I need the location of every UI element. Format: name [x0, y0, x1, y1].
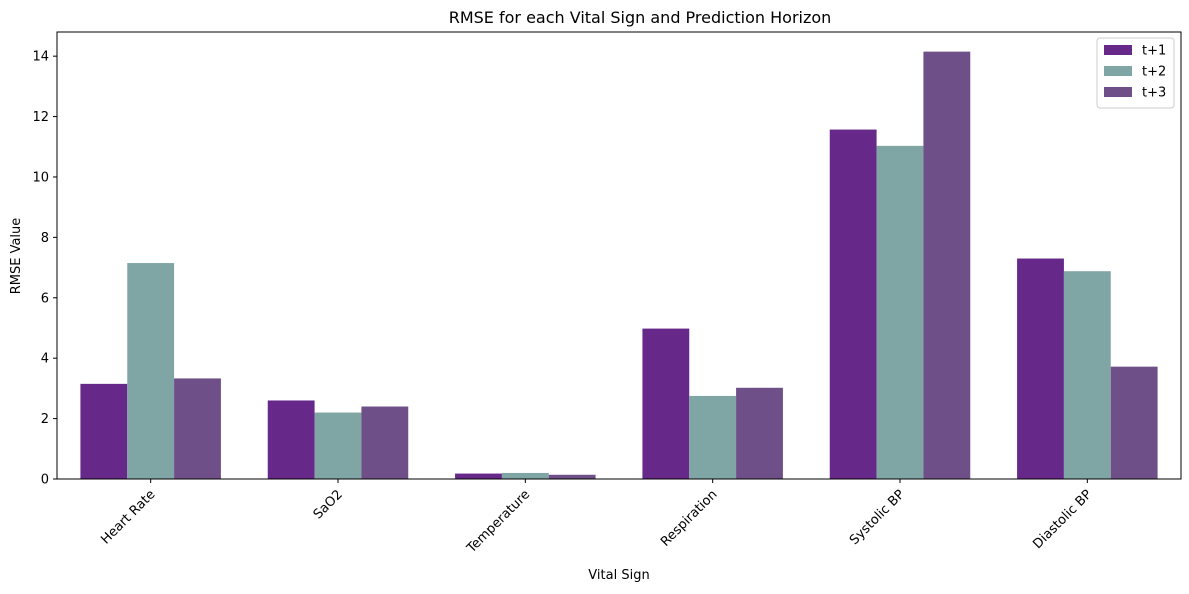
y-tick-label: 12	[32, 110, 49, 125]
x-tick-label: Heart Rate	[98, 487, 158, 547]
bar	[501, 472, 549, 479]
y-tick-label: 0	[41, 473, 49, 488]
y-tick-label: 14	[32, 50, 49, 65]
bar	[267, 400, 315, 479]
legend-label: t+3	[1142, 86, 1166, 101]
bar	[1110, 366, 1158, 479]
x-tick-label: SaO2	[311, 487, 346, 522]
bars-layer	[80, 51, 1158, 480]
legend: t+1 t+2 t+3	[1096, 37, 1175, 109]
legend-swatch	[1104, 66, 1132, 76]
bar	[923, 51, 971, 480]
x-axis-label: Vital Sign	[588, 568, 649, 583]
y-tick-label: 4	[41, 352, 49, 367]
bar	[736, 387, 783, 479]
plot-frame	[56, 31, 1182, 480]
bar	[174, 378, 221, 479]
legend-label: t+1	[1142, 44, 1166, 59]
bar	[1063, 271, 1111, 479]
x-tick-label: Diastolic BP	[1030, 487, 1095, 552]
legend-label: t+2	[1142, 65, 1166, 80]
bar	[876, 145, 924, 479]
bar	[642, 328, 690, 479]
y-tick-label: 6	[41, 291, 49, 306]
x-tick-label: Systolic BP	[847, 487, 908, 548]
x-tick-label: Temperature	[464, 487, 534, 557]
x-tick-label: Respiration	[658, 487, 720, 549]
bar	[455, 473, 502, 479]
chart-title: RMSE for each Vital Sign and Prediction …	[449, 8, 832, 27]
bar	[127, 263, 175, 479]
bar	[314, 412, 362, 479]
bar	[80, 383, 128, 479]
bar	[1017, 258, 1064, 479]
legend-swatch	[1104, 45, 1132, 55]
y-tick-label: 2	[41, 412, 49, 427]
bar	[689, 395, 737, 479]
y-axis-label: RMSE Value	[9, 218, 24, 295]
y-tick-label: 8	[41, 231, 49, 246]
legend-swatch	[1104, 87, 1132, 97]
bar	[361, 406, 409, 479]
y-tick-label: 10	[32, 170, 49, 185]
bar	[548, 474, 596, 479]
bar	[829, 129, 877, 479]
